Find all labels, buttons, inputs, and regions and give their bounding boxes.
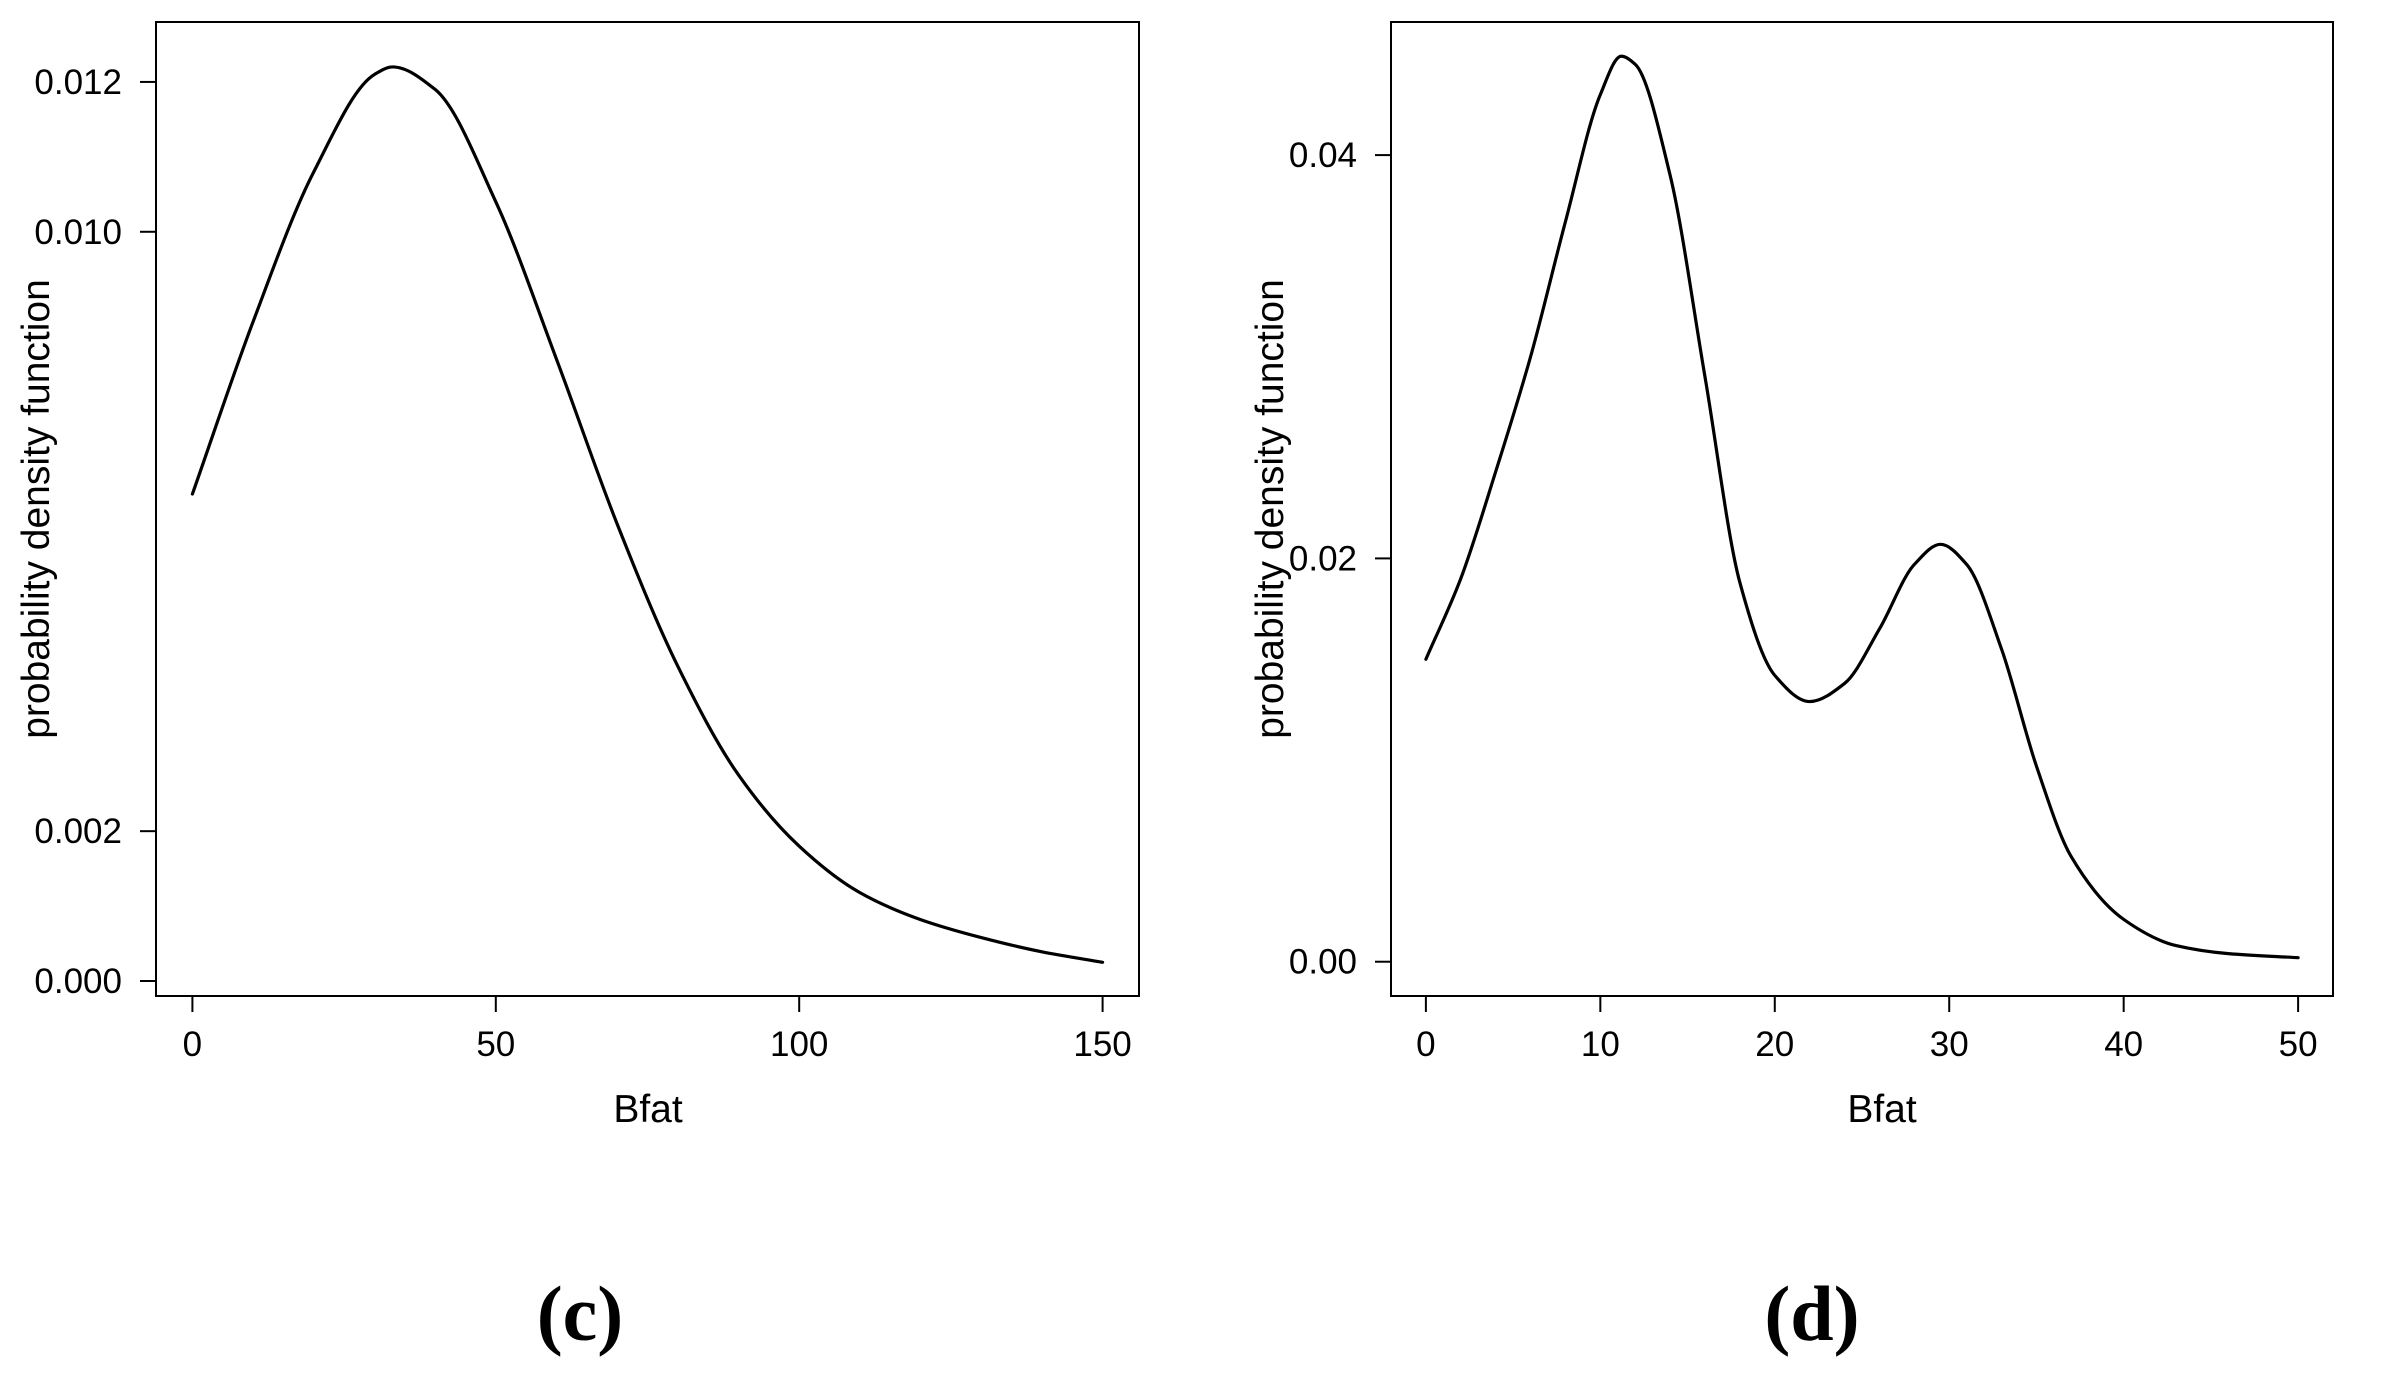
x-tick-label-c-1: 50 [476,1025,515,1064]
x-axis-label-d: Bfat [1847,1088,1917,1131]
y-axis-label-c: probability density function [15,279,58,739]
panel-label-d: (d) [1764,1270,1859,1357]
y-tick-label-c-2: 0.010 [34,213,122,252]
chart-c: 0 50 100 150 0.000 0.002 0.010 0.012 Bfat prob… [15,21,1140,1357]
x-tick-label-d-1: 10 [1581,1025,1620,1064]
y-axis-label-d: probability density function [1249,279,1292,739]
y-tick-label-d-0: 0.00 [1289,943,1357,982]
y-tick-label-c-3: 0.012 [34,63,122,102]
y-tick-label-c-0: 0.000 [34,962,122,1001]
y-axis-c: 0.000 0.002 0.010 0.012 [34,63,156,1001]
plot-frame-c [155,21,1140,997]
y-tick-label-d-2: 0.04 [1289,136,1357,175]
x-tick-label-d-4: 40 [2104,1025,2143,1064]
plot-frame-d [1390,21,2334,997]
density-curve-c [190,65,1105,964]
density-curve-d [1424,54,2300,960]
y-tick-label-d-1: 0.02 [1289,539,1357,578]
y-tick-label-c-1: 0.002 [34,812,122,851]
chart-d: 0 10 20 30 40 50 0.00 0.02 0.04 Bfat probabilit… [1249,21,2334,1357]
x-tick-label-d-3: 30 [1930,1025,1969,1064]
x-tick-label-c-2: 100 [770,1025,828,1064]
y-axis-d: 0.00 0.02 0.04 [1289,136,1391,982]
x-tick-label-d-2: 20 [1755,1025,1794,1064]
panel-label-c: (c) [537,1270,624,1357]
x-axis-d: 0 10 20 30 40 50 [1416,996,2318,1064]
x-tick-label-c-0: 0 [183,1025,202,1064]
x-axis-c: 0 50 100 150 [183,996,1132,1064]
x-axis-label-c: Bfat [613,1088,683,1131]
x-tick-label-c-3: 150 [1073,1025,1131,1064]
x-tick-label-d-5: 50 [2279,1025,2318,1064]
x-tick-label-d-0: 0 [1416,1025,1435,1064]
